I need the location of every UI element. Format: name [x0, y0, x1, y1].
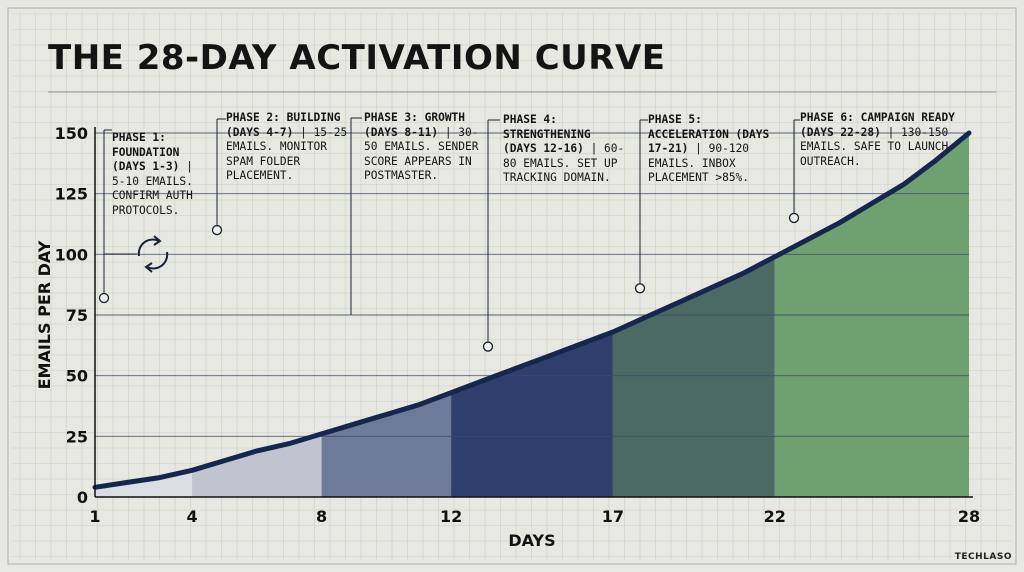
x-tick-label-22: 22 — [764, 507, 786, 526]
phase-6-callout: PHASE 6: CAMPAIGN READY (DAYS 22-28) | 1… — [800, 111, 978, 169]
phase-1-detail: | 5-10 EMAILS. CONFIRM AUTH PROTOCOLS. — [112, 160, 193, 217]
phase-1-heading: PHASE 1: — [112, 131, 166, 144]
refresh-cycle-icon — [137, 235, 169, 273]
x-tick-label-17: 17 — [602, 507, 624, 526]
x-tick-label-4: 4 — [187, 507, 198, 526]
x-tick-label-8: 8 — [316, 507, 327, 526]
phase-4-label: STRENGTHENING (DAYS 12-16) — [503, 127, 591, 156]
y-tick-label-75: 75 — [66, 306, 88, 325]
emails-curve-line — [92, 130, 972, 490]
x-tick-label-28: 28 — [958, 507, 980, 526]
brand-logo: TECHLASO — [954, 552, 1012, 562]
phase-3-heading: PHASE 3: GROWTH — [364, 111, 466, 124]
y-axis-title: EMAILS PER DAY — [35, 240, 54, 389]
phase-4-heading: PHASE 4: — [503, 113, 557, 126]
phase-6-detail: | 130-150 EMAILS. SAFE TO LAUNCH OUTREAC… — [800, 125, 949, 168]
chart-title: THE 28-DAY ACTIVATION CURVE — [48, 38, 666, 78]
phase-3-label: (DAYS 8-11) — [364, 125, 439, 139]
phase-3-area — [321, 392, 452, 497]
y-tick-label-50: 50 — [66, 367, 88, 386]
y-tick-label-25: 25 — [66, 427, 88, 446]
phase-6-marker — [788, 212, 800, 224]
phase-2-heading: PHASE 2: BUILDING — [226, 111, 341, 124]
phase-6-label: (DAYS 22-28) — [800, 125, 881, 139]
phase-1-callout: PHASE 1: FOUNDATION (DAYS 1-3) | 5-10 EM… — [112, 131, 204, 218]
phase-5-heading: PHASE 5: — [648, 113, 702, 126]
phase-6-heading: PHASE 6: CAMPAIGN READY — [800, 111, 955, 124]
phase-3-callout: PHASE 3: GROWTH (DAYS 8-11) | 30-50 EMAI… — [364, 111, 482, 184]
phase-1-marker — [98, 292, 110, 304]
phase-4-callout: PHASE 4: STRENGTHENING (DAYS 12-16) | 60… — [503, 113, 627, 186]
phase-5-label: ACCELERATION (DAYS 17-21) — [648, 127, 770, 156]
phase-2-area — [192, 433, 322, 497]
x-axis-title: DAYS — [508, 531, 555, 550]
y-tick-label-0: 0 — [77, 488, 88, 507]
phase-2-detail: | 15-25 EMAILS. MONITOR SPAM FOLDER PLAC… — [226, 125, 348, 183]
phase-2-callout: PHASE 2: BUILDING (DAYS 4-7) | 15-25 EMA… — [226, 111, 354, 184]
phase-2-marker — [211, 224, 223, 236]
y-tick-label-125: 125 — [55, 185, 88, 204]
x-tick-label-12: 12 — [440, 507, 462, 526]
phase-5-marker — [634, 283, 646, 294]
phase-4-detail: | 60-80 EMAILS. SET UP TRACKING DOMAIN. — [503, 142, 625, 184]
outer-frame — [7, 7, 1017, 565]
phase-5-area — [612, 256, 775, 497]
phase-2-label: (DAYS 4-7) — [226, 125, 294, 139]
phase-4-marker — [482, 341, 494, 352]
x-tick-label-1: 1 — [89, 507, 100, 526]
y-tick-label-100: 100 — [55, 245, 88, 264]
phase-1-label: FOUNDATION (DAYS 1-3) — [112, 145, 180, 174]
phase-5-detail: | 90-120 EMAILS. INBOX PLACEMENT >85%. — [648, 142, 750, 184]
phase-5-callout: PHASE 5: ACCELERATION (DAYS 17-21) | 90-… — [648, 113, 780, 186]
y-tick-label-150: 150 — [55, 124, 88, 143]
phase-3-detail: | 30-50 EMAILS. SENDER SCORE APPEARS IN … — [364, 125, 479, 183]
phase-4-area — [451, 332, 613, 497]
